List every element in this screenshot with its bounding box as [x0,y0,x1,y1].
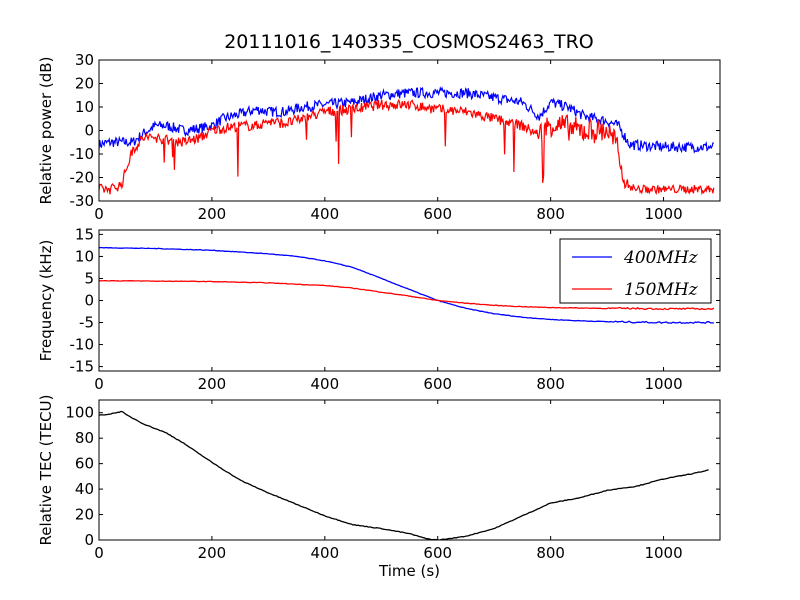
x-tick-label-tec: 400 [310,544,339,562]
x-tick-label-tec: 600 [423,544,452,562]
y-axis-label-frequency: Frequency (kHz) [37,240,55,362]
y-tick-label-power: 30 [75,51,94,69]
y-tick-label-frequency: -5 [79,314,94,332]
x-tick-label-tec: 1000 [644,544,682,562]
y-axis-label-power: Relative power (dB) [37,57,55,205]
y-tick-label-power: -10 [70,145,95,163]
y-tick-label-frequency: 5 [84,269,94,287]
y-tick-label-power: -20 [70,169,95,187]
y-tick-label-tec: 60 [75,455,94,473]
x-tick-label-tec: 800 [536,544,565,562]
x-tick-label-frequency: 1000 [644,375,682,393]
y-axis-label-tec: Relative TEC (TECU) [37,395,55,546]
series-group-frequency [99,246,715,325]
panel-frequency: 0 200 400 600 800 1000 -15 -10 -5 0 5 10 15 Frequency… [37,225,721,393]
panel-power: 0 200 400 600 800 1000 -30 -20 -10 0 10 20 30 Relativ… [37,51,721,223]
x-tick-label-frequency: 0 [94,375,104,393]
x-tick-label-power: 800 [536,205,565,223]
x-tick-label-tec: 0 [94,544,104,562]
y-tick-label-tec: 100 [65,404,94,422]
x-tick-label-power: 200 [198,205,227,223]
chart-title: 20111016_140335_COSMOS2463_TRO [224,31,594,53]
legend-label: 150MHz [624,280,699,300]
plot-frame-tec [98,399,721,541]
y-tick-label-frequency: -10 [70,336,95,354]
y-tick-label-frequency: 10 [75,247,94,265]
y-tick-label-tec: 20 [75,506,94,524]
y-tick-label-frequency: -15 [70,358,95,376]
x-tick-label-frequency: 200 [198,375,227,393]
series-line-power-blue [99,86,714,154]
y-tick-label-frequency: 15 [75,225,94,243]
y-tick-label-power: 0 [84,122,94,140]
x-tick-label-frequency: 400 [310,375,339,393]
legend-frame [559,238,712,304]
x-tick-label-frequency: 800 [536,375,565,393]
y-tick-label-power: 10 [75,98,94,116]
y-tick-label-power: 20 [75,75,94,93]
x-tick-label-power: 400 [310,205,339,223]
y-tick-label-power: -30 [70,192,95,210]
series-group-power [99,86,715,196]
series-line-power-red [99,98,715,196]
panel-tec: 0 200 400 600 800 1000 0 20 40 60 80 100 Relative TE… [37,395,721,580]
legend-label: 400MHz [623,248,699,268]
x-tick-label-power: 0 [94,205,104,223]
x-tick-label-power: 600 [423,205,452,223]
series-group-tec [99,410,709,540]
y-tick-label-tec: 40 [75,480,94,498]
series-line-frequency-400mhz [99,246,714,325]
x-axis-label-tec: Time (s) [378,562,440,580]
panels: 0 200 400 600 800 1000-30-20-100102030Relativ… [37,51,721,580]
y-tick-label-tec: 80 [75,429,94,447]
y-tick-label-frequency: 0 [84,292,94,310]
y-tick-label-tec: 0 [84,531,94,549]
x-tick-label-tec: 200 [198,544,227,562]
series-line-frequency-150mhz [99,279,715,311]
x-tick-label-frequency: 600 [423,375,452,393]
x-tick-label-power: 1000 [644,205,682,223]
series-line-tec-black [99,410,709,540]
legend: 400MHz 150MHz [559,238,712,304]
